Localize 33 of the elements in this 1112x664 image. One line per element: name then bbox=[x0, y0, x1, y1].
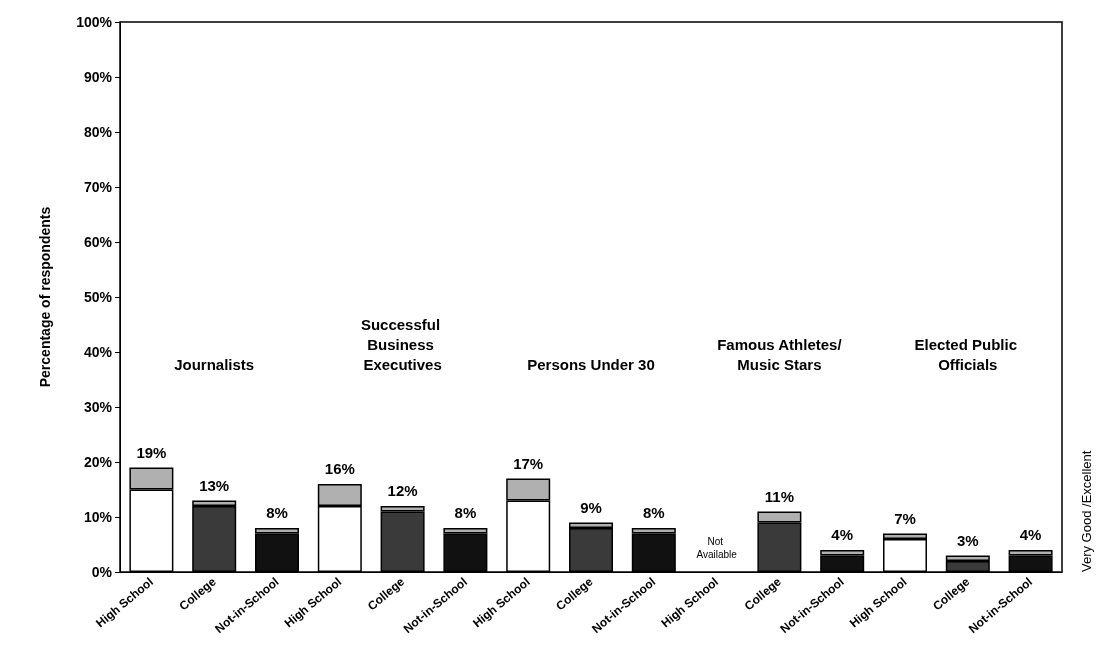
text: Very Good /Excellent bbox=[1079, 450, 1094, 572]
annotation: Famous Athletes/Music Stars bbox=[717, 335, 843, 373]
total-label: 19% bbox=[136, 443, 167, 461]
y-tick-label: 50% bbox=[83, 289, 113, 305]
total-label: 8% bbox=[266, 504, 288, 521]
y-tick-label: 20% bbox=[83, 454, 113, 470]
total-label: 4% bbox=[831, 526, 854, 543]
total-label: 16% bbox=[324, 460, 355, 477]
y-tick-label: 70% bbox=[83, 179, 113, 195]
total-label: 3% bbox=[956, 531, 979, 549]
y-tick-label: 90% bbox=[83, 69, 113, 85]
total-label: 8% bbox=[454, 504, 477, 521]
y-tick-label: 0% bbox=[91, 564, 113, 580]
total-label: 8% bbox=[642, 504, 665, 521]
total-label: 9% bbox=[580, 498, 602, 516]
y-tick-label: 100% bbox=[76, 14, 113, 30]
total-label: 11% bbox=[764, 487, 794, 505]
annotation: Journalists bbox=[174, 355, 255, 373]
annotation: Persons Under 30 bbox=[527, 355, 655, 373]
y-tick-label: 40% bbox=[83, 344, 113, 360]
y-tick-label: 30% bbox=[83, 399, 113, 415]
y-tick-label: 60% bbox=[83, 234, 113, 250]
annotation: Successful Business Executives bbox=[360, 315, 445, 373]
total-label: 13% bbox=[199, 476, 230, 494]
total-label: 7% bbox=[894, 509, 916, 527]
y-tick-label: 10% bbox=[83, 509, 113, 525]
y-tick-label: 80% bbox=[83, 124, 113, 140]
total-label: 17% bbox=[513, 454, 544, 472]
total-label: 12% bbox=[387, 482, 418, 499]
y-axis-title: Percentage of respondents bbox=[37, 206, 53, 388]
total-label: 4% bbox=[1019, 526, 1042, 543]
annotation: Not Available bbox=[696, 536, 738, 560]
annotation: Elected Public Officials bbox=[914, 335, 1022, 373]
